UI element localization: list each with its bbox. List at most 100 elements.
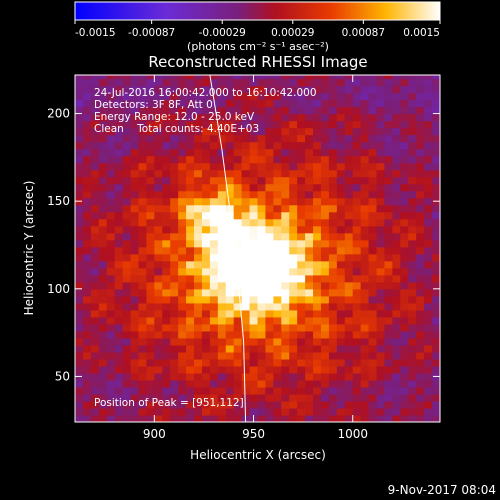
heatmap-cell — [400, 365, 409, 374]
heatmap-cell — [186, 75, 195, 80]
heatmap-cell — [178, 372, 187, 381]
heatmap-cell — [257, 148, 267, 157]
heatmap-cell — [178, 190, 187, 199]
heatmap-cell — [241, 358, 251, 367]
heatmap-cell — [384, 134, 393, 143]
heatmap-cell — [146, 106, 155, 115]
heatmap-cell — [154, 379, 163, 388]
heatmap-cell — [82, 316, 92, 325]
heatmap-cell — [392, 358, 401, 367]
heatmap-cell — [368, 232, 378, 241]
heatmap-cell — [297, 344, 306, 353]
heatmap-cell — [281, 183, 290, 192]
heatmap-cell — [122, 344, 132, 353]
heatmap-cell — [186, 134, 195, 143]
heatmap-cell — [432, 225, 440, 234]
heatmap-cell — [281, 92, 290, 101]
heatmap-cell — [313, 407, 322, 416]
heatmap-cell — [376, 330, 386, 339]
heatmap-cell — [257, 372, 267, 381]
heatmap-cell — [82, 75, 92, 80]
heatmap-cell — [416, 330, 425, 339]
heatmap-cell — [289, 337, 298, 346]
heatmap-cell — [408, 239, 417, 248]
heatmap-cell — [201, 246, 211, 255]
heatmap-cell — [138, 358, 148, 367]
heatmap-cell — [297, 281, 306, 290]
heatmap-cell — [313, 225, 322, 234]
heatmap-cell — [384, 281, 393, 290]
heatmap-cell — [360, 400, 370, 409]
heatmap-cell — [392, 281, 401, 290]
heatmap-cell — [432, 127, 440, 136]
colorbar-tick-label: 0.00029 — [271, 27, 314, 39]
heatmap-cell — [146, 400, 155, 409]
heatmap-cell — [217, 127, 227, 136]
heatmap-cell — [281, 407, 290, 416]
heatmap-cell — [328, 316, 338, 325]
heatmap-cell — [249, 134, 259, 143]
heatmap-cell — [106, 190, 116, 199]
heatmap-cell — [360, 407, 370, 416]
heatmap-cell — [225, 134, 235, 143]
heatmap-cell — [297, 372, 306, 381]
heatmap-cell — [257, 316, 267, 325]
heatmap-cell — [178, 295, 187, 304]
heatmap-cell — [265, 379, 274, 388]
heatmap-cell — [257, 407, 267, 416]
heatmap-cell — [122, 78, 132, 87]
heatmap-cell — [162, 379, 171, 388]
heatmap-cell — [328, 253, 338, 262]
heatmap-cell — [114, 386, 124, 395]
heatmap-cell — [281, 190, 290, 199]
x-tick-label: 900 — [143, 427, 166, 441]
heatmap-cell — [249, 120, 259, 129]
heatmap-cell — [82, 267, 92, 276]
heatmap-cell — [209, 330, 219, 339]
heatmap-cell — [344, 351, 354, 360]
heatmap-cell — [75, 386, 84, 395]
heatmap-cell — [82, 414, 92, 422]
heatmap-cell — [186, 141, 195, 150]
heatmap-cell — [249, 176, 259, 185]
heatmap-cell — [392, 99, 401, 108]
heatmap-cell — [297, 302, 306, 311]
heatmap-cell — [138, 92, 148, 101]
heatmap-cell — [328, 344, 338, 353]
heatmap-cell — [209, 134, 219, 143]
heatmap-cell — [360, 99, 370, 108]
heatmap-cell — [424, 246, 433, 255]
heatmap-cell — [328, 120, 338, 129]
heatmap-cell — [384, 169, 393, 178]
heatmap-cell — [313, 337, 322, 346]
heatmap-cell — [257, 75, 267, 80]
heatmap-cell — [424, 386, 433, 395]
heatmap-cell — [138, 85, 148, 94]
heatmap-cell — [146, 414, 155, 422]
heatmap-cell — [146, 316, 155, 325]
heatmap-cell — [336, 253, 346, 262]
heatmap-cell — [273, 176, 282, 185]
heatmap-cell — [241, 316, 251, 325]
heatmap-cell — [194, 344, 203, 353]
heatmap-cell — [162, 372, 171, 381]
heatmap-cell — [344, 288, 354, 297]
heatmap-cell — [344, 75, 354, 80]
heatmap-cell — [217, 407, 227, 416]
heatmap-cell — [432, 204, 440, 213]
heatmap-cell — [233, 99, 243, 108]
heatmap-cell — [82, 358, 92, 367]
heatmap-cell — [98, 323, 108, 332]
heatmap-cell — [297, 106, 306, 115]
heatmap-cell — [75, 155, 84, 164]
heatmap-cell — [106, 309, 116, 318]
heatmap-cell — [130, 232, 140, 241]
heatmap-cell — [273, 169, 282, 178]
heatmap-cell — [249, 386, 259, 395]
heatmap-cell — [432, 75, 440, 80]
heatmap-cell — [257, 414, 267, 422]
heatmap-cell — [281, 393, 290, 402]
heatmap-cell — [424, 379, 433, 388]
heatmap-cell — [225, 75, 235, 80]
heatmap-cell — [265, 246, 274, 255]
